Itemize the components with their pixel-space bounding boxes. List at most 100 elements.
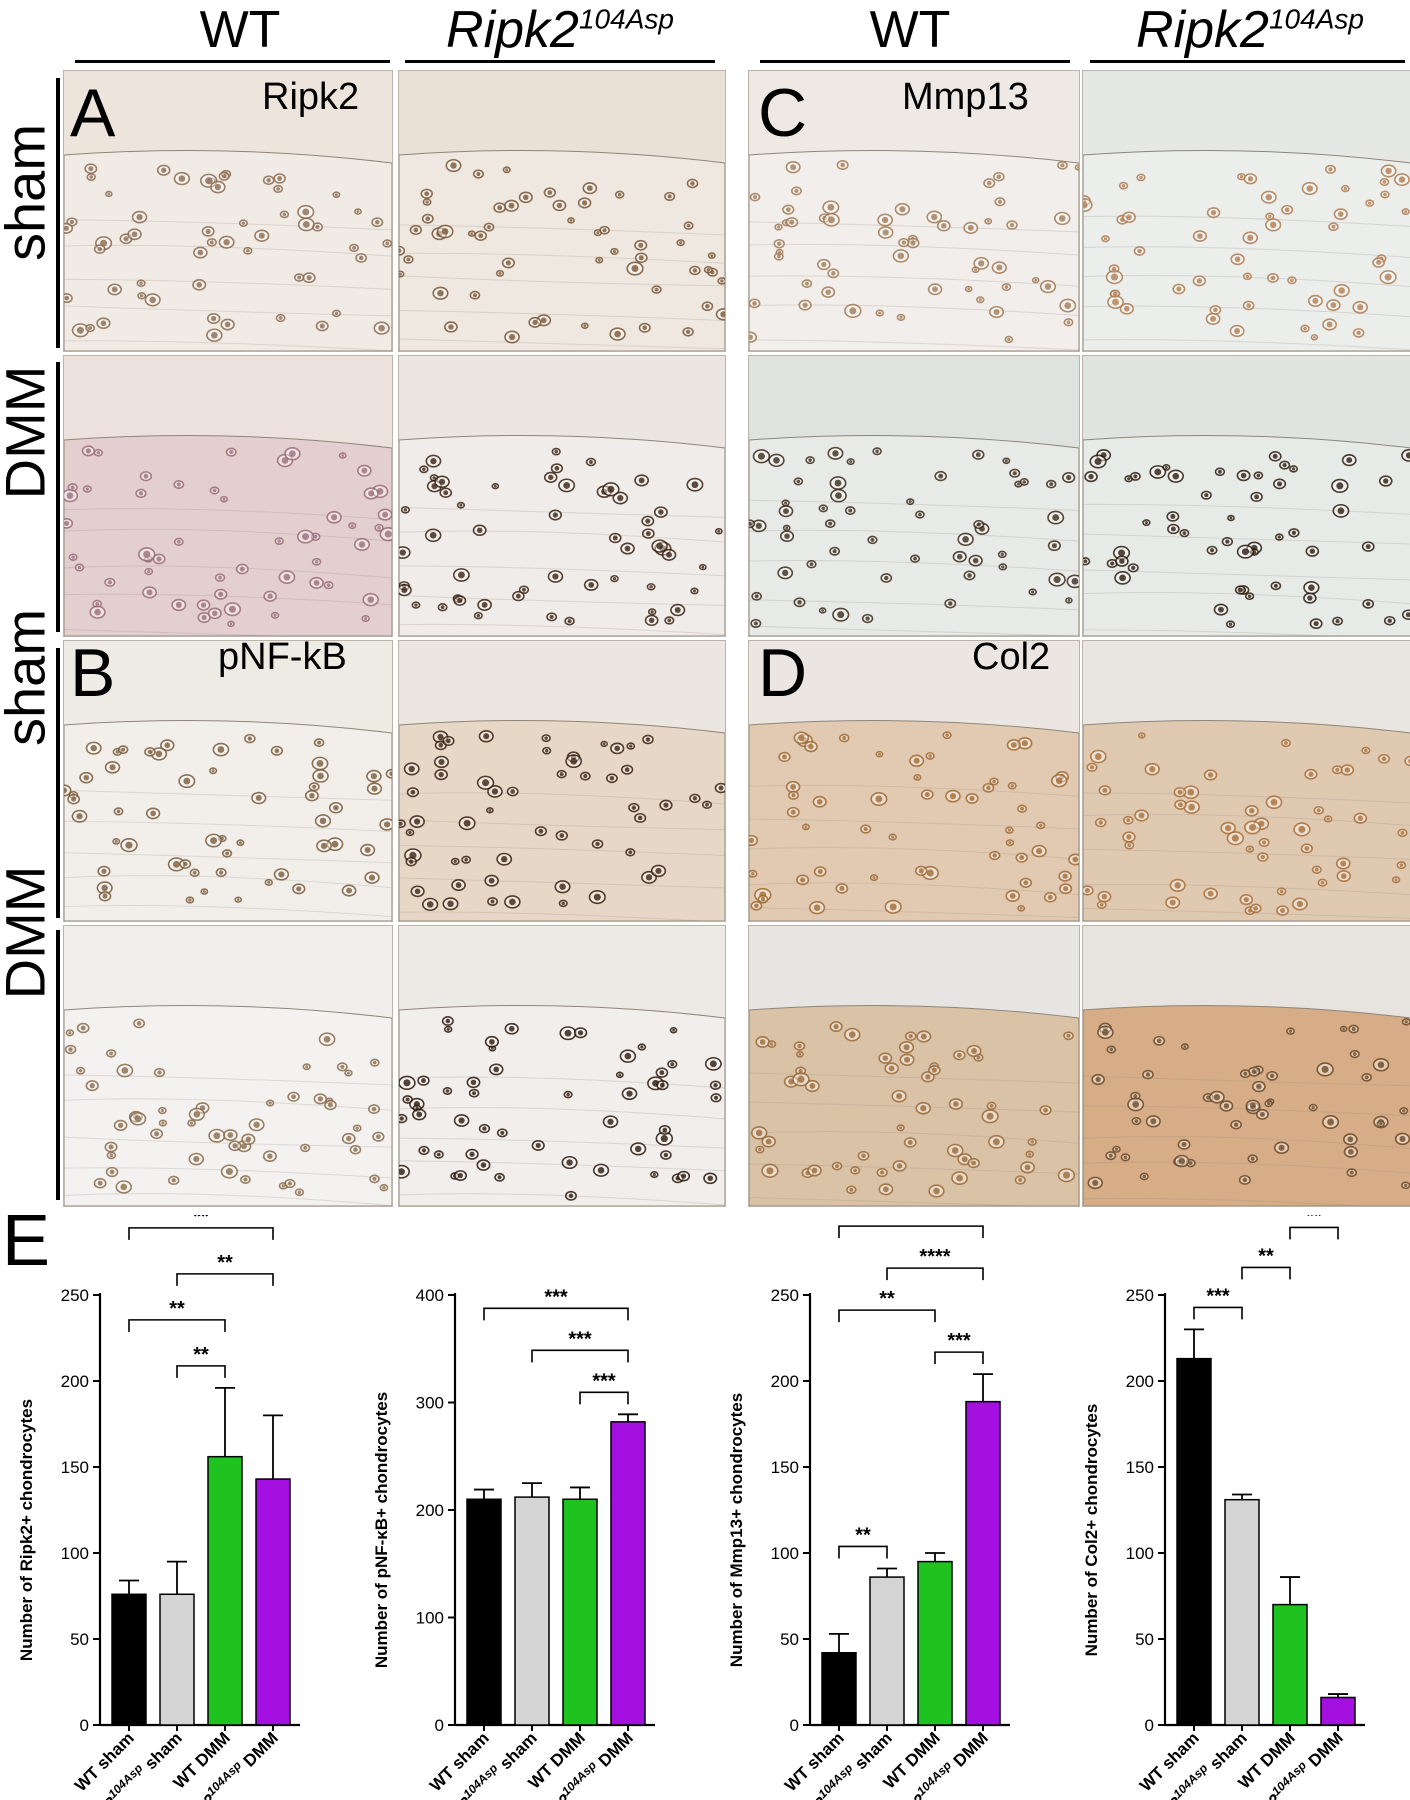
row-rule	[56, 930, 60, 1200]
row-rule	[56, 78, 60, 348]
y-tick-label: 250	[61, 1286, 89, 1305]
column-title-wt-left: WT	[199, 1, 281, 59]
y-tick-label: 200	[1126, 1372, 1154, 1391]
micrograph-panel	[1082, 70, 1410, 352]
bar	[917, 1560, 953, 1726]
column-title-mutant-right: Ripk2104Asp	[1090, 0, 1410, 60]
row-label-dmm-top: DMM	[0, 365, 57, 500]
micrograph-panel	[1082, 640, 1410, 922]
bar	[1320, 1696, 1356, 1726]
micrograph-panel	[63, 925, 393, 1207]
panel-letter-e: E	[2, 1201, 51, 1281]
micrograph-panel	[1082, 925, 1410, 1207]
bar	[159, 1593, 195, 1726]
y-tick-label: 150	[1126, 1458, 1154, 1477]
significance-bracket	[128, 1227, 274, 1240]
panel-letter-a: A	[70, 75, 116, 151]
y-axis-label: Number of Col2+ chondrocytes	[1082, 1404, 1101, 1657]
chart-ripk2: Number of Ripk2+ chondrocytes 0 50 100 150 20…	[17, 1215, 300, 1800]
y-tick-label: 50	[70, 1630, 89, 1649]
y-tick-label: 200	[771, 1372, 799, 1391]
stain-label-pnfkb: pNF-kB	[218, 636, 347, 678]
y-axis-label: Number of Ripk2+ chondrocytes	[17, 1399, 36, 1661]
stain-label-ripk2: Ripk2	[262, 76, 360, 118]
bar	[1176, 1357, 1212, 1726]
micrograph-panel	[748, 640, 1080, 922]
mutant-base: Ripk2	[446, 1, 579, 59]
mutant-base: Ripk2	[1136, 1, 1269, 59]
y-tick-label: 0	[1145, 1716, 1154, 1735]
significance-bracket	[128, 1319, 226, 1332]
row-label-sham-top: sham	[0, 124, 57, 261]
row-label-sham-bottom: sham	[0, 609, 57, 746]
micrograph-panel	[398, 70, 726, 352]
bar	[514, 1496, 550, 1726]
y-tick-label: 150	[771, 1458, 799, 1477]
column-rule	[1090, 60, 1405, 63]
significance-label: ***	[947, 1330, 971, 1352]
row-rule	[56, 648, 60, 918]
significance-bracket	[1241, 1266, 1291, 1280]
micrograph-panel	[398, 925, 726, 1207]
micrograph-panel	[748, 355, 1080, 637]
bar	[965, 1400, 1001, 1726]
micrograph-panel	[63, 640, 393, 922]
y-tick-label: 0	[80, 1716, 89, 1735]
significance-bracket	[838, 1545, 888, 1559]
chart-col2: Number of Col2+ chondrocytes 0 50 100 150 200…	[1082, 1215, 1365, 1800]
row-label-dmm-bottom: DMM	[0, 865, 57, 1000]
significance-bracket	[838, 1309, 936, 1323]
significance-bracket	[483, 1307, 629, 1321]
significance-bracket	[934, 1351, 984, 1365]
micrograph-panel	[398, 355, 726, 637]
significance-label: **	[217, 1252, 233, 1274]
panel-letter-d: D	[758, 635, 808, 711]
micrograph-panel	[398, 640, 726, 922]
significance-label: ****	[895, 1215, 926, 1226]
significance-bracket	[579, 1391, 629, 1405]
micrograph-panel	[748, 925, 1080, 1207]
significance-bracket	[1193, 1306, 1243, 1320]
significance-bracket	[1289, 1226, 1339, 1240]
column-title-wt-right: WT	[869, 1, 951, 59]
y-tick-label: 0	[435, 1716, 444, 1735]
y-tick-label: 50	[1135, 1630, 1154, 1649]
significance-label: **	[1258, 1245, 1274, 1267]
significance-label: **	[855, 1524, 871, 1546]
micrograph-panel	[1082, 355, 1410, 637]
mutant-sup: 104Asp	[1268, 3, 1364, 35]
chart-mmp13: Number of Mmp13+ chondrocytes 0 50 100 150 20…	[727, 1215, 1010, 1800]
bar	[111, 1593, 147, 1726]
bar	[207, 1455, 243, 1726]
significance-label: **	[169, 1298, 185, 1320]
significance-label: **	[1306, 1215, 1322, 1227]
significance-label: **	[193, 1215, 209, 1228]
column-rule	[75, 60, 390, 63]
bar	[1272, 1603, 1308, 1726]
y-axis-label: Number of Mmp13+ chondrocytes	[727, 1393, 746, 1667]
bar	[610, 1421, 646, 1726]
significance-label: **	[879, 1288, 895, 1310]
significance-label: ****	[919, 1246, 950, 1268]
significance-bracket	[531, 1349, 629, 1363]
y-tick-label: 150	[61, 1458, 89, 1477]
y-tick-label: 0	[790, 1716, 799, 1735]
micrograph-panel	[63, 70, 393, 352]
significance-bracket	[176, 1365, 226, 1378]
bar	[1224, 1498, 1260, 1726]
y-tick-label: 250	[771, 1286, 799, 1305]
significance-bracket	[838, 1225, 984, 1239]
bar	[869, 1576, 905, 1726]
significance-label: ***	[568, 1328, 592, 1350]
significance-label: ***	[544, 1286, 568, 1308]
y-tick-label: 50	[780, 1630, 799, 1649]
y-tick-label: 400	[416, 1286, 444, 1305]
y-tick-label: 200	[416, 1501, 444, 1520]
significance-label: ***	[1206, 1285, 1230, 1307]
row-rule	[56, 362, 60, 632]
y-tick-label: 100	[771, 1544, 799, 1563]
significance-label: **	[193, 1344, 209, 1366]
bar	[466, 1498, 502, 1726]
chart-pnfkb: Number of pNF-κB+ chondrocytes 0 100 200 300…	[372, 1286, 655, 1800]
significance-bracket	[176, 1273, 274, 1286]
